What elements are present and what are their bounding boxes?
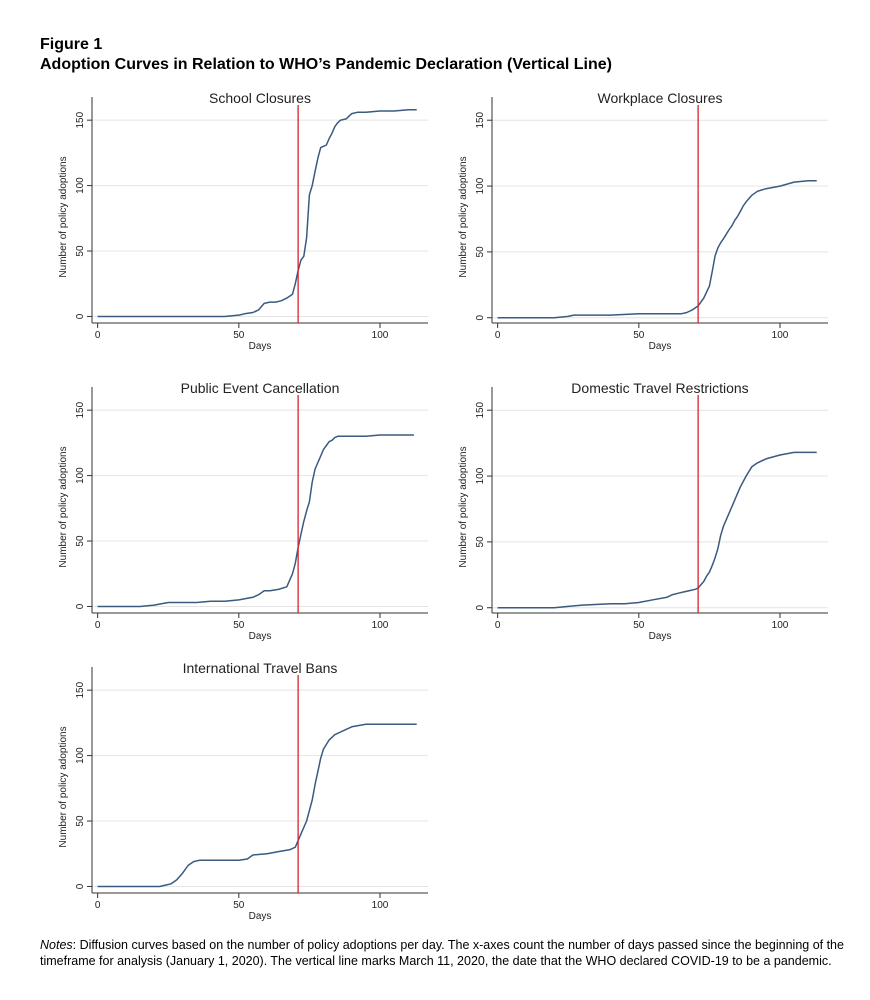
y-tick-label: 0 [475,605,486,611]
x-tick-label: 100 [372,330,389,341]
chart-domestic-travel-restrictions: Domestic Travel Restrictions 0 50 100 150 0 50… [458,380,828,642]
x-tick-label: 50 [233,900,245,911]
y-tick-label: 50 [475,536,486,548]
chart-international-travel-bans: International Travel Bans 0 50 100 150 0 50 100… [58,660,428,922]
y-tick-label: 100 [475,177,486,194]
x-tick-label: 0 [495,330,501,341]
y-axis-label: Number of policy adoptions [58,156,69,277]
notes-text: : Diffusion curves based on the number o… [40,938,844,968]
y-tick-label: 150 [475,401,486,418]
panel-school-closures: School Closures 0 50 100 150 0 50 100 Days Number… [40,85,440,360]
x-tick-label: 0 [95,330,101,341]
x-tick-label: 50 [633,620,645,631]
x-axis-label: Days [249,631,272,642]
y-axis-label: Number of policy adoptions [58,446,69,567]
y-tick-label: 150 [75,111,86,128]
panel-domestic-travel-restrictions: Domestic Travel Restrictions 0 50 100 150 0 50… [440,375,840,650]
x-tick-label: 100 [772,330,789,341]
chart-public-event-cancellation: Public Event Cancellation 0 50 100 150 0 50 100… [58,380,428,642]
y-tick-label: 50 [75,245,86,257]
y-tick-label: 0 [75,883,86,889]
adoption-curve [97,723,417,888]
y-tick-label: 50 [75,535,86,547]
y-tick-label: 150 [75,681,86,698]
chart-title: Domestic Travel Restrictions [571,380,748,396]
y-axis-label: Number of policy adoptions [58,726,69,847]
chart-title: School Closures [209,90,311,106]
x-tick-label: 50 [633,330,645,341]
x-tick-label: 100 [372,620,389,631]
x-axis-label: Days [249,911,272,922]
y-tick-label: 50 [475,246,486,258]
y-tick-label: 0 [475,315,486,321]
adoption-curve [97,434,414,608]
adoption-curve [97,108,417,318]
y-tick-label: 50 [75,815,86,827]
x-tick-label: 0 [495,620,501,631]
y-tick-label: 100 [75,467,86,484]
figure-notes: Notes: Diffusion curves based on the num… [40,937,852,969]
x-axis-label: Days [649,631,672,642]
notes-prefix: Notes [40,938,73,952]
adoption-curve [497,180,817,319]
x-tick-label: 0 [95,900,101,911]
panel-public-event-cancellation: Public Event Cancellation 0 50 100 150 0 50 100… [40,375,440,650]
y-tick-label: 150 [475,111,486,128]
x-tick-label: 100 [772,620,789,631]
y-tick-label: 150 [75,401,86,418]
y-tick-label: 0 [75,313,86,319]
adoption-curve [497,451,817,609]
panel-workplace-closures: Workplace Closures 0 50 100 150 0 50 100 Days Num… [440,85,840,360]
y-tick-label: 100 [75,177,86,194]
chart-workplace-closures: Workplace Closures 0 50 100 150 0 50 100 Days Num… [458,90,828,352]
panel-international-travel-bans: International Travel Bans 0 50 100 150 0 50 100… [40,655,440,930]
y-tick-label: 100 [475,467,486,484]
y-tick-label: 0 [75,603,86,609]
y-axis-label: Number of policy adoptions [458,156,469,277]
y-tick-label: 100 [75,747,86,764]
chart-title: Workplace Closures [597,90,722,106]
figure-title: Adoption Curves in Relation to WHO’s Pan… [40,56,612,73]
x-axis-label: Days [649,341,672,352]
y-axis-label: Number of policy adoptions [458,446,469,567]
figure-label: Figure 1 [40,36,103,53]
x-tick-label: 0 [95,620,101,631]
chart-title: International Travel Bans [183,660,338,676]
x-axis-label: Days [249,341,272,352]
x-tick-label: 50 [233,620,245,631]
x-tick-label: 50 [233,330,245,341]
chart-title: Public Event Cancellation [181,380,340,396]
x-tick-label: 100 [372,900,389,911]
chart-school-closures: School Closures 0 50 100 150 0 50 100 Days Number… [58,90,428,352]
